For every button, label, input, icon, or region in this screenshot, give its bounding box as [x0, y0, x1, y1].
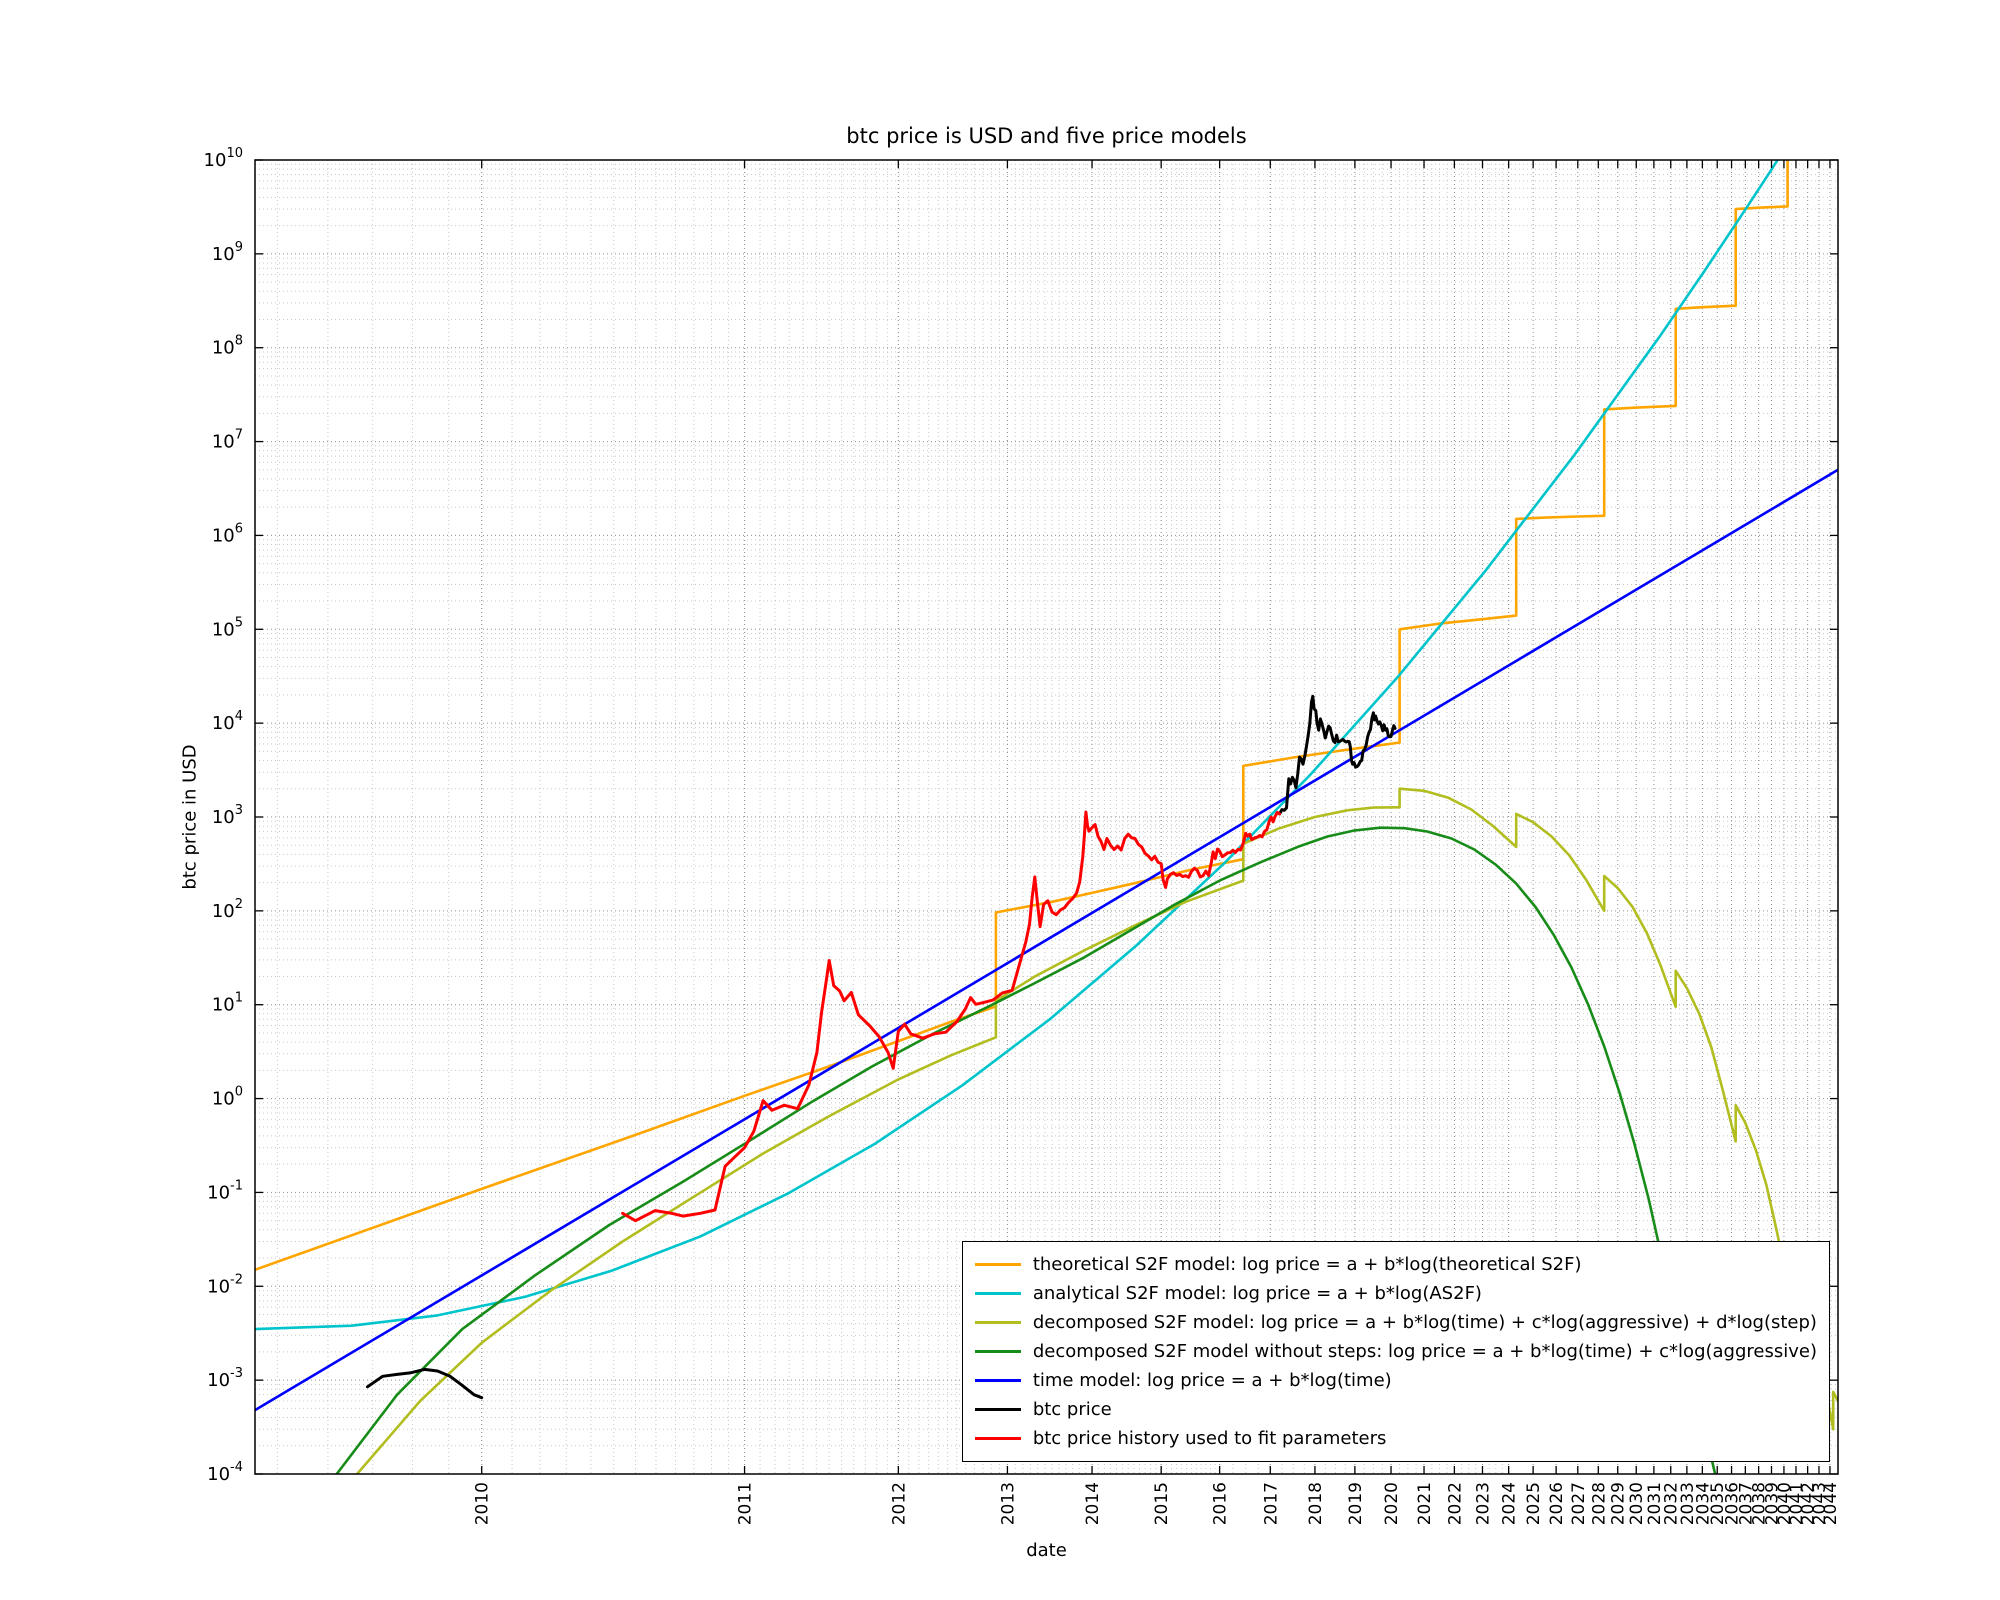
- x-tick-label: 2028: [1589, 1482, 1609, 1525]
- x-tick-label: 2034: [1693, 1482, 1713, 1525]
- x-tick-label: 2031: [1645, 1482, 1665, 1525]
- legend-item: theoretical S2F model: log price = a + b…: [974, 1250, 1817, 1279]
- series-btc-price-history: [621, 810, 1282, 1223]
- x-tick-label: 2033: [1678, 1482, 1698, 1525]
- series-decomposed-s2f: [355, 787, 1838, 1474]
- x-tick-label: 2018: [1306, 1482, 1326, 1525]
- major-gridlines: [255, 159, 1838, 1475]
- legend-swatch-theoretical-s2f: [974, 1263, 1021, 1266]
- legend-swatch-btc-price-history: [974, 1437, 1021, 1440]
- legend-item: time model: log price = a + b*log(time): [974, 1366, 1817, 1395]
- legend-swatch-decomposed-s2f: [974, 1321, 1021, 1324]
- x-tick-label: 2032: [1662, 1482, 1682, 1525]
- legend-label: btc price: [1032, 1399, 1112, 1420]
- series-time-model: [255, 468, 1838, 1412]
- chart-title: btc price is USD and five price models: [846, 124, 1247, 148]
- tick-marks: [255, 159, 1838, 1475]
- x-tick-labels: 2010 2011 2012 2013 2014 2015 2016 2017 2018 2019…: [473, 1482, 1841, 1525]
- x-tick-label: 2040: [1775, 1482, 1795, 1525]
- legend-item: btc price: [974, 1395, 1817, 1424]
- series-group: [255, 160, 1838, 1474]
- legend-swatch-analytical-s2f: [974, 1292, 1021, 1295]
- legend-swatch-btc-price: [974, 1408, 1021, 1411]
- x-tick-label: 2015: [1152, 1482, 1172, 1525]
- legend-item: decomposed S2F model without steps: log …: [974, 1337, 1817, 1366]
- legend-swatch-decomposed-s2f-no-steps: [974, 1350, 1021, 1353]
- legend-label: theoretical S2F model: log price = a + b…: [1032, 1254, 1582, 1275]
- y-tick-label: 10-3: [207, 1366, 243, 1391]
- x-tick-label: 2025: [1524, 1482, 1544, 1525]
- legend-label: decomposed S2F model without steps: log …: [1032, 1341, 1817, 1362]
- x-tick-label: 2024: [1500, 1482, 1520, 1525]
- x-tick-label: 2030: [1627, 1482, 1647, 1525]
- x-tick-label: 2011: [736, 1482, 756, 1525]
- legend-label: time model: log price = a + b*log(time): [1032, 1370, 1392, 1391]
- x-tick-label: 2026: [1547, 1482, 1567, 1525]
- legend-swatch-time-model: [974, 1379, 1021, 1382]
- x-tick-label: 2023: [1473, 1482, 1493, 1525]
- legend: theoretical S2F model: log price = a + b…: [961, 1241, 1830, 1462]
- legend-item: btc price history used to fit parameters: [974, 1424, 1817, 1453]
- x-tick-label: 2044: [1821, 1482, 1841, 1525]
- x-tick-label: 2021: [1415, 1482, 1435, 1525]
- x-tick-label: 2043: [1810, 1482, 1830, 1525]
- x-tick-label: 2027: [1569, 1482, 1589, 1525]
- legend-item: analytical S2F model: log price = a + b*…: [974, 1279, 1817, 1308]
- series-theoretical-s2f: [255, 160, 1789, 1272]
- x-axis-label: date: [1026, 1540, 1067, 1561]
- x-tick-label: 2022: [1445, 1482, 1465, 1525]
- series-decomposed-s2f-no-steps: [335, 826, 1717, 1474]
- x-tick-label: 2020: [1382, 1482, 1402, 1525]
- series-btc-price: [366, 1367, 484, 1400]
- x-tick-label: 2017: [1261, 1482, 1281, 1525]
- y-axis-label: btc price in USD: [179, 744, 201, 890]
- x-tick-label: 2019: [1346, 1482, 1366, 1525]
- x-tick-label: 2010: [473, 1482, 493, 1525]
- legend-label: btc price history used to fit parameters: [1032, 1428, 1387, 1449]
- x-tick-label: 2014: [1083, 1482, 1103, 1525]
- x-tick-label: 2036: [1723, 1482, 1743, 1525]
- x-tick-label: 2035: [1708, 1482, 1728, 1525]
- legend-label: analytical S2F model: log price = a + b*…: [1032, 1283, 1482, 1304]
- x-tick-label: 2037: [1736, 1482, 1756, 1525]
- x-tick-label: 2012: [889, 1482, 909, 1525]
- legend-item: decomposed S2F model: log price = a + b*…: [974, 1308, 1817, 1337]
- y-tick-label: 102: [212, 897, 243, 922]
- x-tick-label: 2016: [1211, 1482, 1231, 1525]
- x-tick-label: 2042: [1799, 1482, 1819, 1525]
- x-tick-label: 2013: [998, 1482, 1018, 1525]
- x-tick-label: 2038: [1750, 1482, 1770, 1525]
- legend-label: decomposed S2F model: log price = a + b*…: [1032, 1312, 1817, 1333]
- series-btc-price: [1278, 694, 1397, 816]
- x-tick-label: 2041: [1787, 1482, 1807, 1525]
- x-tick-label: 2039: [1763, 1482, 1783, 1525]
- x-tick-label: 2029: [1609, 1482, 1629, 1525]
